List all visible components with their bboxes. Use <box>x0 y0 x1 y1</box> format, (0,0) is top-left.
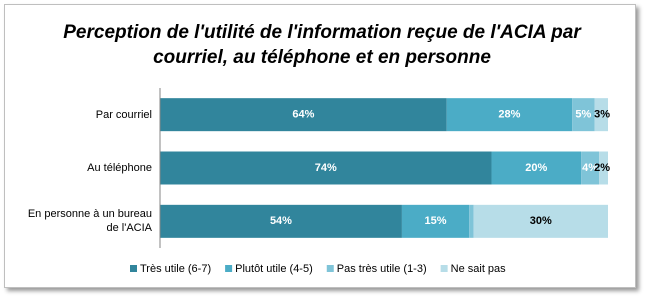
bar-segment <box>581 151 600 185</box>
bar-segment <box>401 204 470 238</box>
legend-label: Plutôt utile (4-5) <box>235 263 313 275</box>
value-label: 4% <box>582 162 598 174</box>
category-label: Par courriel <box>95 108 152 121</box>
value-label: 20% <box>525 162 547 174</box>
bar-segment <box>446 98 573 132</box>
legend-swatch <box>130 265 137 272</box>
value-label: 64% <box>292 109 314 121</box>
value-label: 28% <box>498 109 520 121</box>
legend-swatch <box>225 265 233 272</box>
bar-segment <box>599 151 608 185</box>
value-label: 15% <box>425 215 447 227</box>
chart-frame <box>4 4 636 288</box>
value-label: 30% <box>530 215 552 227</box>
y-tick-label: En personne à un bureau de l'ACIA <box>27 208 152 235</box>
legend-swatch <box>326 265 334 272</box>
legend-label: Très utile (6-7) <box>140 263 211 275</box>
bar-segment <box>473 204 608 238</box>
chart-title: Perception de l'utilité de l'information… <box>63 22 582 68</box>
bar-segment <box>160 98 447 132</box>
y-tick-label: Au téléphone <box>87 162 152 174</box>
legend-label: Ne sait pas <box>451 263 507 275</box>
bar-segment <box>469 204 474 238</box>
y-tick-label: Par courriel <box>95 108 152 121</box>
bar-segment <box>160 204 402 238</box>
bar-segment <box>594 98 608 132</box>
value-label: 74% <box>315 162 337 174</box>
legend-swatch <box>440 265 448 272</box>
value-label: 3% <box>594 109 610 121</box>
value-label: 2% <box>594 162 610 174</box>
category-label: Au téléphone <box>87 162 152 174</box>
value-label: 54% <box>270 215 292 227</box>
category-label: En personne à un bureau de l'ACIA <box>27 208 152 235</box>
bar-segment <box>572 98 595 132</box>
bar-segment <box>491 151 582 185</box>
legend-label: Pas très utile (1-3) <box>337 263 427 275</box>
value-label: 5% <box>575 109 591 121</box>
bar-segment <box>160 151 492 185</box>
